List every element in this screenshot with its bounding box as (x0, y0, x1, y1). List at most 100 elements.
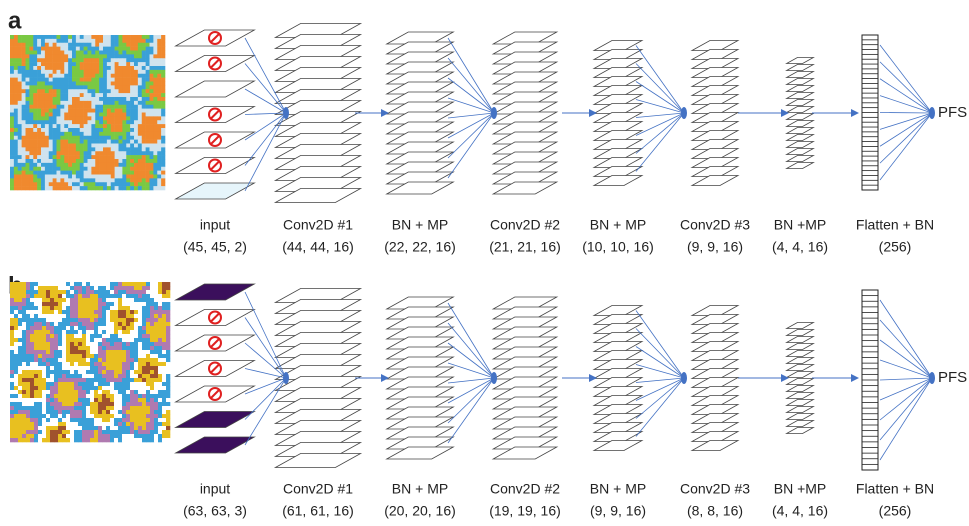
pixel (126, 334, 130, 338)
pixel (74, 386, 78, 390)
pixel (154, 286, 158, 290)
pixel (134, 43, 138, 47)
pixel (53, 178, 57, 182)
pixel (134, 178, 138, 182)
pixel (10, 116, 14, 120)
pixel (126, 370, 130, 374)
pixel (68, 51, 72, 55)
pixel (72, 171, 76, 175)
pixel (45, 163, 49, 167)
pixel (103, 89, 107, 93)
pixel (38, 426, 42, 430)
feature-map (594, 378, 642, 388)
pixel (34, 350, 38, 354)
pixel (84, 151, 88, 155)
pixel (99, 97, 103, 101)
pixel (130, 54, 134, 58)
pixel (50, 350, 54, 354)
pixel (122, 310, 126, 314)
pixel (26, 82, 30, 86)
pixel (153, 85, 157, 89)
pixel (99, 74, 103, 78)
pixel (146, 120, 150, 124)
pixel (72, 144, 76, 148)
pixel (10, 390, 14, 394)
pixel (78, 378, 82, 382)
pixel (45, 47, 49, 51)
pixel (42, 310, 46, 314)
connection (880, 45, 932, 113)
pixel (22, 93, 26, 97)
pixel (150, 306, 154, 310)
feature-map (787, 156, 814, 162)
pixel (10, 89, 14, 93)
pixel (150, 186, 154, 190)
pixel (80, 43, 84, 47)
pixel (111, 89, 115, 93)
pixel (53, 97, 57, 101)
pixel (161, 39, 165, 43)
pixel (70, 426, 74, 430)
pixel (57, 175, 61, 179)
pixel (126, 101, 130, 105)
pixel (42, 318, 46, 322)
pixel (22, 144, 26, 148)
pixel (95, 85, 99, 89)
pixel (126, 136, 130, 140)
connection (880, 378, 932, 460)
pixel (50, 322, 54, 326)
feature-map (594, 167, 642, 177)
pixel (134, 97, 138, 101)
pixel (37, 35, 41, 39)
pixel (78, 406, 82, 410)
pixel (22, 398, 26, 402)
pixel (122, 43, 126, 47)
pixel (94, 398, 98, 402)
pixel (45, 113, 49, 117)
pixel (72, 47, 76, 51)
pixel (82, 302, 86, 306)
pixel (153, 35, 157, 39)
pixel (158, 366, 162, 370)
pixel (158, 386, 162, 390)
pixel (162, 406, 166, 410)
pixel (126, 302, 130, 306)
pixel (161, 175, 165, 179)
pixel (111, 155, 115, 159)
pixel (106, 426, 110, 430)
pixel (119, 35, 123, 39)
pixel (138, 286, 142, 290)
pixel (94, 346, 98, 350)
pixel (142, 82, 146, 86)
pixel (22, 54, 26, 58)
pixel (41, 85, 45, 89)
pixel (157, 62, 161, 66)
pixel (38, 394, 42, 398)
pixel (60, 140, 64, 144)
pixel (99, 147, 103, 151)
pixel (118, 394, 122, 398)
pixel (99, 35, 103, 39)
pixel (158, 438, 162, 442)
pixel (82, 374, 86, 378)
pixel (41, 144, 45, 148)
pixel (161, 54, 165, 58)
pixel (88, 109, 92, 113)
pixel (130, 66, 134, 70)
pixel (146, 175, 150, 179)
pixel (70, 318, 74, 322)
pixel (134, 366, 138, 370)
feature-map (787, 100, 814, 106)
pixel (86, 374, 90, 378)
pixel (34, 426, 38, 430)
pixel (126, 120, 130, 124)
pixel (122, 386, 126, 390)
pixel (138, 155, 142, 159)
pixel (98, 330, 102, 334)
pixel (134, 302, 138, 306)
pixel (66, 358, 70, 362)
pixel (41, 62, 45, 66)
pixel (14, 105, 18, 109)
pixel (78, 438, 82, 442)
pixel (138, 302, 142, 306)
